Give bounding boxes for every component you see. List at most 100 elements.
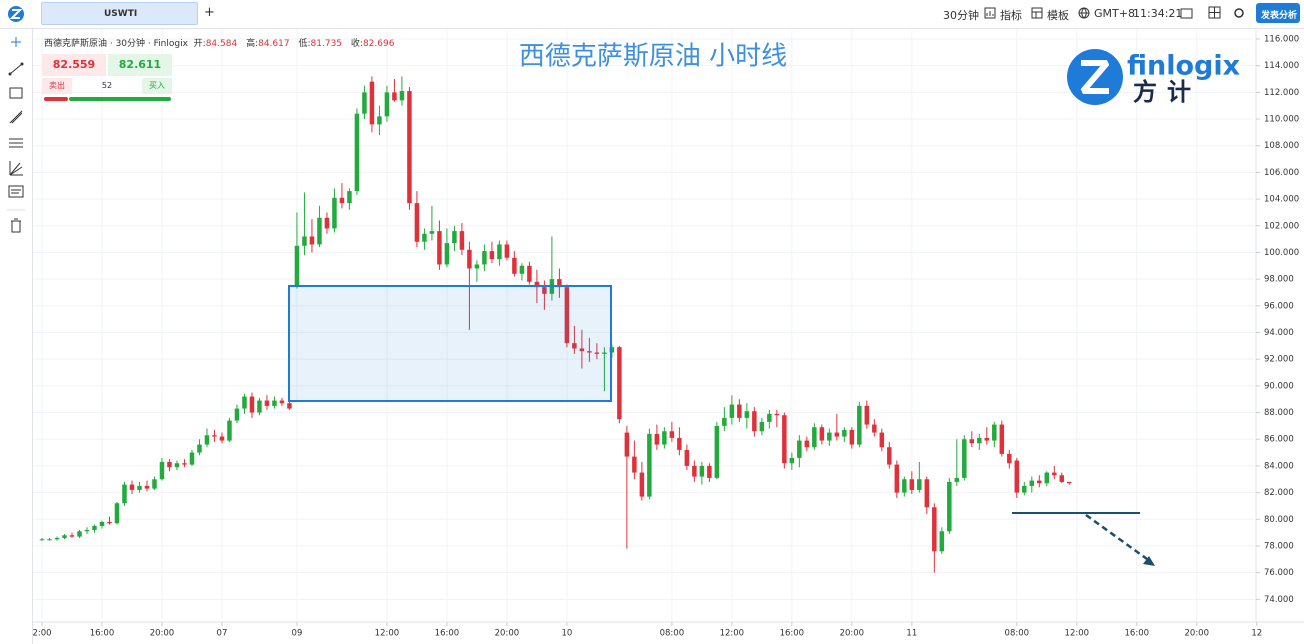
candle-body <box>144 485 150 489</box>
candle-body <box>969 439 975 444</box>
candle-body <box>1037 480 1042 484</box>
legend-label: 收: <box>350 39 363 49</box>
candle-body <box>617 347 622 420</box>
template-icon <box>1031 7 1043 19</box>
candle-body <box>174 463 180 468</box>
toolbar-icons[interactable] <box>1180 6 1250 20</box>
candle-body <box>122 484 127 504</box>
candle-body <box>377 116 382 125</box>
candle-body <box>182 463 187 465</box>
candle-body <box>309 236 315 245</box>
logo-cn: 方计 <box>1133 78 1201 106</box>
candle-body <box>482 251 487 265</box>
y-tick-label: 110.000 <box>1264 115 1299 125</box>
legend-value: 82.696 <box>362 39 395 49</box>
legend-symbol: 西德克萨斯原油 · 30分钟 · Finlogix <box>44 39 188 49</box>
templates[interactable]: 模板 <box>1047 9 1069 22</box>
x-tick-label: 20:00 <box>495 629 520 639</box>
candle-body <box>737 404 742 418</box>
arrow-head <box>1143 556 1155 566</box>
candle-body <box>984 437 990 441</box>
x-tick-label: 20:00 <box>1185 629 1210 639</box>
candle-body <box>707 465 712 478</box>
candle-body <box>47 539 52 541</box>
x-tick-label: 20:00 <box>840 629 865 639</box>
logo-name: finlogix <box>1127 51 1240 82</box>
candle-body <box>137 485 142 490</box>
candle-body <box>654 433 660 445</box>
candle-body <box>114 503 120 524</box>
add-tab[interactable]: + <box>204 5 215 20</box>
legend-value: 84.617 <box>258 39 290 49</box>
candle-body <box>827 432 832 441</box>
candle-body <box>234 408 240 421</box>
candle-body <box>257 400 262 413</box>
y-tick-label: 86.000 <box>1264 435 1294 445</box>
interval[interactable]: 30分钟 <box>943 9 979 22</box>
candle-body <box>242 396 247 409</box>
candle-body <box>54 537 60 540</box>
y-tick-label: 82.000 <box>1264 488 1294 498</box>
candle-body <box>279 400 285 404</box>
candle-body <box>1007 453 1012 464</box>
candle-body <box>782 415 787 464</box>
candle-body <box>429 231 435 234</box>
publish-button[interactable] <box>1256 3 1300 23</box>
candle-body <box>744 411 750 418</box>
candle-body <box>332 197 337 229</box>
candle-body <box>512 257 517 274</box>
x-tick-label: 12:00 <box>375 629 400 639</box>
drawing-tools[interactable] <box>0 29 32 239</box>
candle-body <box>887 447 892 465</box>
candle-body <box>587 351 592 353</box>
y-tick-label: 112.000 <box>1264 88 1299 98</box>
indicators[interactable]: 指标 <box>1000 9 1022 22</box>
symbol-tab[interactable] <box>41 2 198 25</box>
x-tick-label: 20:00 <box>150 629 175 639</box>
timezone[interactable]: GMT+8 <box>1094 7 1135 20</box>
x-tick-label: 16:00 <box>1125 629 1150 639</box>
candle-body <box>1014 460 1020 493</box>
candle-body <box>714 425 720 478</box>
candle-body <box>789 457 795 464</box>
candle-body <box>77 531 82 537</box>
candle-body <box>999 424 1005 454</box>
x-tick-label: 12:00 <box>1065 629 1090 639</box>
candle-body <box>272 400 277 406</box>
candle-body <box>167 461 172 468</box>
range-box[interactable] <box>288 285 612 402</box>
candle-body <box>669 431 675 438</box>
candle-body <box>159 461 165 480</box>
sell-button[interactable]: 卖出 <box>42 78 72 94</box>
candle-body <box>812 427 817 448</box>
candle-body <box>354 113 360 192</box>
chart-title: 西德克萨斯原油 小时线 <box>519 42 787 72</box>
candle-body <box>504 244 510 258</box>
candle-body <box>579 348 585 352</box>
candle-body <box>767 413 772 422</box>
candle-body <box>902 479 907 493</box>
trend-arrow[interactable] <box>1085 513 1148 561</box>
candle-body <box>317 217 322 245</box>
candle-body <box>677 437 682 450</box>
sell-price[interactable]: 82.559 <box>42 54 106 76</box>
app-logo[interactable] <box>7 5 25 23</box>
buy-price[interactable]: 82.611 <box>108 54 172 76</box>
candle-body <box>594 352 600 354</box>
candle-body <box>204 435 210 445</box>
candle-body <box>474 264 480 269</box>
buy-button[interactable]: 买入 <box>142 78 172 94</box>
top-bar: USWTI + 30分钟 指标 模板 GMT+8 11:34:21 发表分析 <box>0 0 1304 29</box>
candle-body <box>819 427 825 441</box>
candle-body <box>399 91 405 101</box>
candle-body <box>729 404 735 418</box>
candle-body <box>842 429 847 437</box>
publish-label[interactable]: 发表分析 <box>1261 11 1298 21</box>
trade-panel: 82.559 82.611 卖出 52 买入 <box>42 54 172 102</box>
candle-body <box>1052 472 1057 476</box>
sell-ratio <box>44 97 68 101</box>
y-tick-label: 84.000 <box>1264 461 1294 471</box>
symbol-tab-label[interactable]: USWTI <box>104 9 138 19</box>
candle-body <box>287 403 292 409</box>
